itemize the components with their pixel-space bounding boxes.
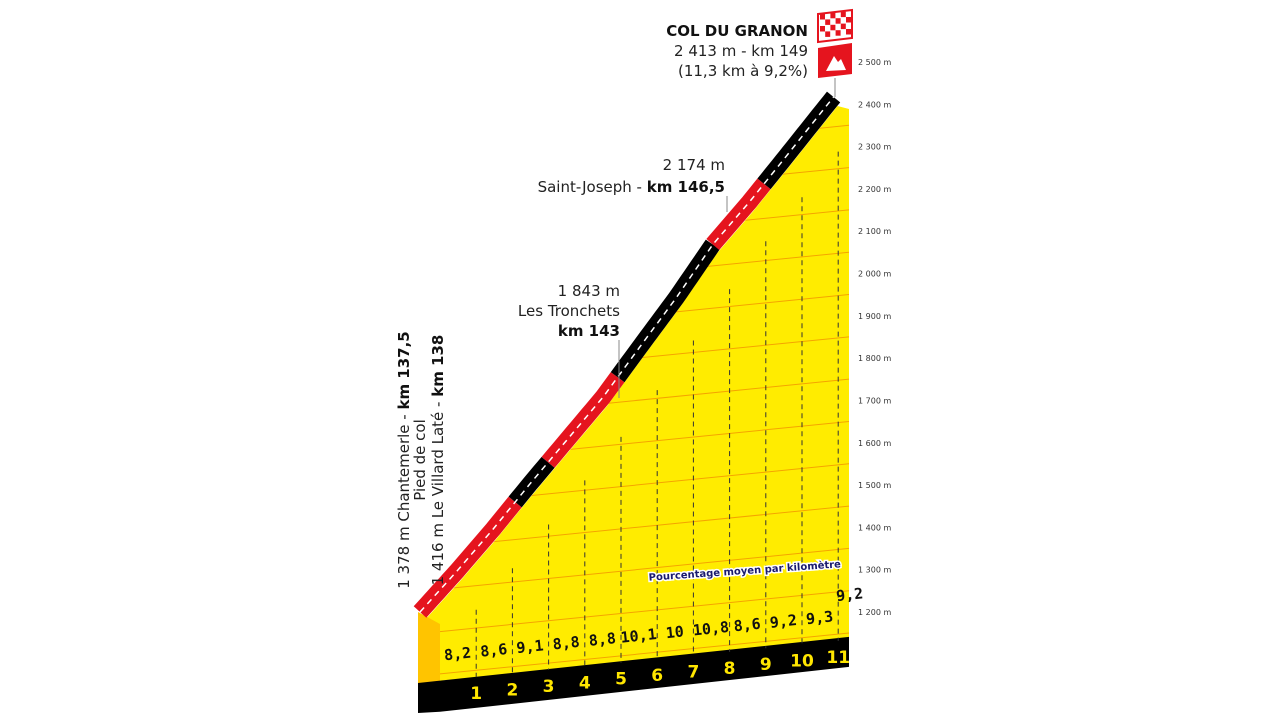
- y-tick-label: 1 900 m: [858, 312, 891, 321]
- km-marker: 6: [651, 666, 663, 686]
- y-tick-label: 2 000 m: [858, 270, 891, 279]
- gradient-label: 8,2: [443, 644, 472, 665]
- saint-joseph-label: Saint-Joseph - km 146,5: [538, 178, 725, 196]
- road-centerline: [419, 96, 835, 613]
- y-tick-label: 1 300 m: [858, 566, 891, 575]
- km-marker: 1: [470, 684, 482, 704]
- gradient-label: 9,2: [769, 611, 798, 632]
- y-tick-label: 2 400 m: [858, 100, 891, 109]
- flag-square: [820, 26, 825, 32]
- profile-area: [424, 106, 849, 681]
- gradient-label: 8,8: [588, 629, 617, 650]
- y-tick-label: 1 600 m: [858, 439, 891, 448]
- gradient-label: 9,3: [805, 607, 834, 628]
- flag-square: [835, 18, 841, 24]
- y-tick-label: 1 400 m: [858, 523, 891, 532]
- tronchets-km: km 143: [558, 322, 620, 340]
- km-marker: 11: [826, 648, 850, 668]
- flag-square: [840, 11, 846, 18]
- flag-square: [846, 29, 851, 35]
- y-tick-label: 2 300 m: [858, 143, 891, 152]
- gradient-label: 10: [665, 622, 685, 642]
- km-marker: 3: [543, 677, 555, 697]
- gradient-label: 10,1: [620, 625, 658, 647]
- tronchets-name: Les Tronchets: [518, 302, 620, 320]
- y-tick-label: 1 700 m: [858, 396, 891, 405]
- km-base-band: [418, 636, 849, 713]
- gradient-label: 8,8: [552, 633, 581, 654]
- summit-title: COL DU GRANON: [666, 22, 808, 40]
- gridline: [439, 505, 849, 548]
- mountain-summit-icon: [818, 43, 852, 78]
- summit-stats: (11,3 km à 9,2%): [678, 62, 808, 80]
- start-pied-de-col-label: Pied de col: [411, 419, 429, 501]
- y-tick-label: 1 800 m: [858, 354, 891, 363]
- start-chantemerle-label: 1 378 m Chantemerle - km 137,5: [395, 331, 413, 589]
- tronchets-elevation: 1 843 m: [558, 282, 620, 300]
- gradient-label: 8,6: [733, 615, 762, 636]
- gradient-label: 8,6: [479, 640, 508, 661]
- gradient-label: 10,8: [692, 618, 730, 640]
- flag-square: [846, 17, 851, 23]
- km-marker: 9: [760, 655, 772, 675]
- flag-square: [820, 14, 825, 20]
- flag-square: [840, 23, 846, 30]
- y-tick-label: 2 200 m: [858, 185, 891, 194]
- gridline: [439, 632, 849, 675]
- km-marker: 4: [579, 673, 591, 693]
- saint-joseph-elevation: 2 174 m: [663, 156, 725, 174]
- gradient-label: 9,2: [835, 584, 864, 605]
- start-villard-late-label: 1 416 m Le Villard Laté - km 138: [429, 335, 447, 586]
- checkered-flag-icon: [817, 8, 853, 44]
- km-marker: 5: [615, 670, 627, 690]
- flag-square: [830, 24, 836, 31]
- flag-square: [825, 19, 831, 25]
- gradient-label: 9,1: [516, 636, 545, 657]
- flag-square: [825, 31, 831, 37]
- km-marker: 10: [790, 652, 814, 672]
- y-tick-label: 2 100 m: [858, 227, 891, 236]
- gridline: [439, 590, 849, 633]
- y-tick-label: 2 500 m: [858, 58, 891, 67]
- y-tick-label: 1 500 m: [858, 481, 891, 490]
- km-marker: 8: [724, 659, 736, 679]
- flag-square: [830, 12, 836, 19]
- gridline: [439, 547, 849, 590]
- y-tick-label: 1 200 m: [858, 608, 891, 617]
- km-marker: 2: [506, 681, 518, 701]
- profile-side-face: [418, 612, 440, 683]
- summit-elevation: 2 413 m - km 149: [674, 42, 808, 60]
- flag-square: [835, 30, 841, 36]
- km-marker: 7: [687, 662, 699, 682]
